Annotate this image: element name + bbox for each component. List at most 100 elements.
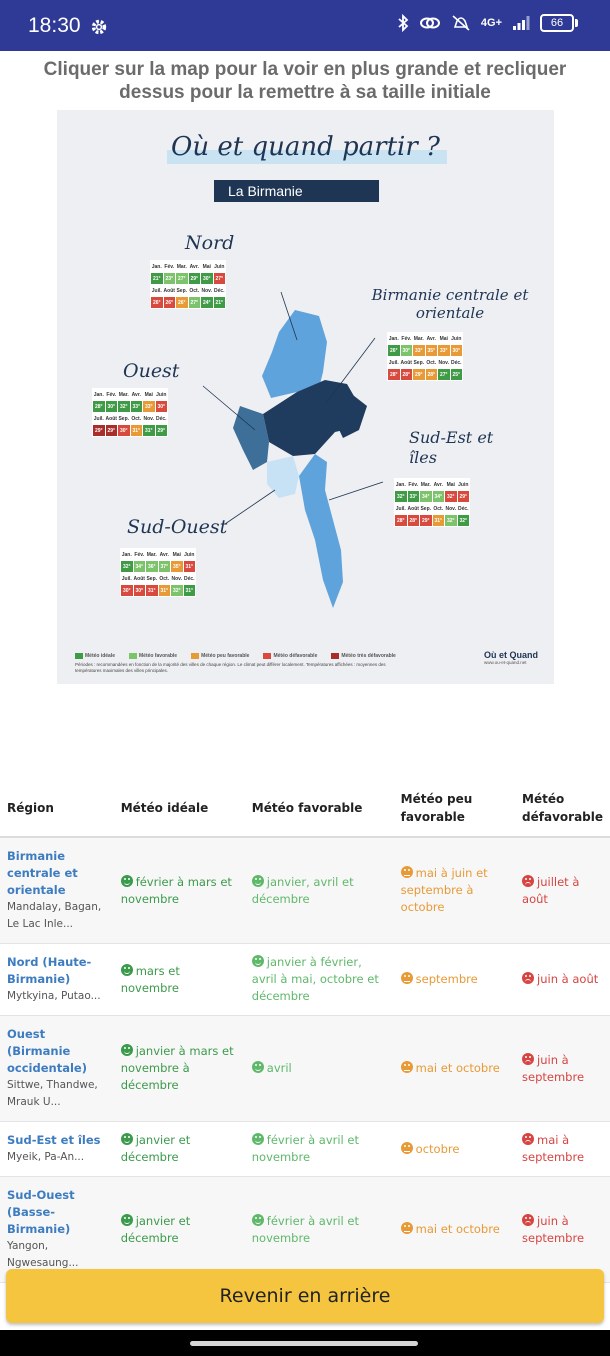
- mini-table-row: 26° 30° 33° 35° 33° 30°: [387, 344, 463, 357]
- month-cell: Avr.: [431, 478, 445, 491]
- temp-cell: 31°: [182, 560, 196, 573]
- home-handle[interactable]: [190, 1341, 418, 1346]
- temp-cell: 28°: [399, 368, 413, 381]
- region-label-ouest: Ouest: [123, 360, 180, 382]
- temp-cell: 23°: [162, 272, 176, 285]
- bluetooth-icon: [398, 14, 409, 32]
- region-cities: Yangon, Ngwesaung...: [7, 1240, 79, 1269]
- legend-ideal: Météo idéale: [75, 653, 115, 659]
- mini-table-row: 28° 28° 29° 28° 27° 25°: [387, 368, 463, 381]
- month-cell: Sep.: [419, 502, 433, 515]
- month-cell: Jan.: [120, 548, 134, 561]
- weather-table: Région Météo idéale Météo favorable Mété…: [0, 780, 610, 1283]
- sad-face-icon: [522, 1213, 535, 1226]
- temp-cell: 21°: [212, 296, 226, 309]
- mini-table-row: 21° 23° 27° 29° 30° 27°: [150, 272, 226, 285]
- month-cell: Avr.: [424, 332, 438, 345]
- ideal-cell: janvier et décembre: [113, 1121, 245, 1177]
- mini-table-row: 32° 34° 36° 37° 35° 31°: [120, 560, 196, 573]
- month-cell: Mar.: [145, 548, 159, 561]
- legend-favorable: Météo favorable: [129, 653, 177, 659]
- month-cell: Jan.: [387, 332, 401, 345]
- temp-cell: 37°: [157, 560, 171, 573]
- temp-cell: 30°: [154, 400, 168, 413]
- month-cell: Avr.: [187, 260, 201, 273]
- temp-cell: 33°: [129, 400, 143, 413]
- month-cell: Oct.: [431, 502, 445, 515]
- temp-cell: 28°: [424, 368, 438, 381]
- sad-face-icon: [522, 1133, 535, 1145]
- month-cell: Mar.: [117, 388, 131, 401]
- temp-cell: 31°: [157, 584, 171, 597]
- month-cell: Fév.: [104, 388, 118, 401]
- table-row: Sud-Ouest (Basse-Birmanie) Yangon, Ngwesa…: [0, 1176, 610, 1283]
- month-cell: Nov.: [437, 356, 451, 369]
- happy-face-icon: [120, 1133, 133, 1145]
- month-cell: Août: [162, 284, 176, 297]
- mini-table-row: 28° 28° 29° 31° 32° 32°: [394, 514, 470, 527]
- back-button[interactable]: Revenir en arrière: [6, 1269, 604, 1323]
- temp-cell: 25°: [449, 368, 463, 381]
- map-legend: Météo idéale Météo favorable Météo peu f…: [75, 653, 396, 659]
- mini-table-row: 29° 29° 30° 31° 31° 29°: [92, 424, 168, 437]
- region-cities: Sittwe, Thandwe, Mrauk U...: [7, 1079, 98, 1108]
- mini-table-row: Juil. Août Sep. Oct. Nov. Déc.: [394, 502, 470, 515]
- temp-cell: 29°: [456, 490, 470, 503]
- table-row: Birmanie centrale et orientale Mandalay, …: [0, 837, 610, 944]
- temp-cell: 31°: [431, 514, 445, 527]
- region-link[interactable]: Sud-Ouest (Basse-Birmanie): [7, 1188, 75, 1236]
- month-cell: Mai: [170, 548, 184, 561]
- temp-cell: 31°: [142, 424, 156, 437]
- month-cell: Sep.: [412, 356, 426, 369]
- month-cell: Juin: [182, 548, 196, 561]
- month-cell: Avr.: [157, 548, 171, 561]
- temp-cell: 33°: [412, 344, 426, 357]
- temp-cell: 32°: [444, 490, 458, 503]
- temp-cell: 27°: [175, 272, 189, 285]
- neutral-face-icon: [400, 866, 413, 878]
- region-cell: Ouest (Birmanie occidentale) Sittwe, Than…: [0, 1015, 114, 1122]
- region-cities: Mytkyina, Putao...: [7, 990, 101, 1002]
- defavorable-cell: juillet à août: [515, 837, 610, 944]
- map-image[interactable]: Où et quand partir ? La Birmanie Nord Bi…: [57, 110, 554, 684]
- month-cell: Juil.: [120, 572, 134, 585]
- neutral-face-icon: [400, 1061, 413, 1073]
- month-cell: Juil.: [394, 502, 408, 515]
- region-link[interactable]: Birmanie centrale et orientale: [7, 849, 78, 897]
- happy-face-icon: [120, 963, 133, 976]
- favorable-cell: février à avril et novembre: [244, 1176, 394, 1283]
- temp-table-sudouest: Jan. Fév. Mar. Avr. Mai Juin 32° 34° 36° 37° 35° 31…: [120, 548, 196, 597]
- temp-cell: 35°: [424, 344, 438, 357]
- network-type: 4G+: [480, 17, 502, 29]
- region-link[interactable]: Ouest (Birmanie occidentale): [7, 1027, 87, 1075]
- month-cell: Déc.: [212, 284, 226, 297]
- sad-face-icon: [522, 874, 535, 887]
- temp-cell: 26°: [175, 296, 189, 309]
- region-label-centrale: Birmanie centrale et orientale: [371, 286, 529, 322]
- month-cell: Fév.: [162, 260, 176, 273]
- region-link[interactable]: Sud-Est et îles: [7, 1133, 101, 1147]
- temp-cell: 28°: [387, 368, 401, 381]
- region-link[interactable]: Nord (Haute-Birmanie): [7, 955, 92, 986]
- temp-cell: 26°: [387, 344, 401, 357]
- mini-table-row: 26° 26° 26° 27° 24° 21°: [150, 296, 226, 309]
- favorable-cell: janvier à février, avril à mai, octobre …: [244, 943, 394, 1016]
- favorable-cell: février à avril et novembre: [244, 1121, 394, 1177]
- temp-table-nord: Jan. Fév. Mar. Avr. Mai Juin 21° 23° 27° 29° 30° 27…: [150, 260, 226, 309]
- region-cell: Birmanie centrale et orientale Mandalay, …: [0, 837, 114, 944]
- region-sudouest-shape: [267, 456, 299, 498]
- temp-cell: 35°: [170, 560, 184, 573]
- month-cell: Oct.: [424, 356, 438, 369]
- table-row: Ouest (Birmanie occidentale) Sittwe, Than…: [0, 1015, 610, 1122]
- temp-cell: 29°: [419, 514, 433, 527]
- month-cell: Fév.: [132, 548, 146, 561]
- defavorable-cell: mai à septembre: [515, 1121, 610, 1177]
- temp-cell: 30°: [104, 400, 118, 413]
- month-cell: Juil.: [150, 284, 164, 297]
- month-cell: Juin: [212, 260, 226, 273]
- month-cell: Août: [399, 356, 413, 369]
- temp-cell: 27°: [212, 272, 226, 285]
- brand-logo: Où et Quand www.ou-et-quand.net: [484, 650, 538, 665]
- ideal-cell: janvier à mars et novembre à décembre: [113, 1015, 245, 1122]
- temp-cell: 33°: [406, 490, 420, 503]
